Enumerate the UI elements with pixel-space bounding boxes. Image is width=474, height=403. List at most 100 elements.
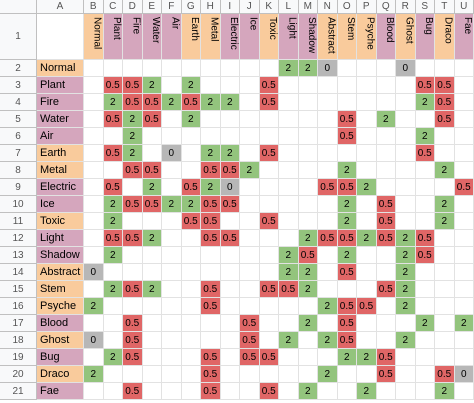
empty-cell[interactable]: [123, 264, 143, 281]
value-cell[interactable]: 0: [454, 366, 474, 383]
empty-cell[interactable]: [220, 247, 240, 264]
value-cell[interactable]: 2: [357, 179, 377, 196]
value-cell[interactable]: 0.5: [142, 162, 162, 179]
column-letter[interactable]: S: [415, 0, 435, 14]
row-header[interactable]: Plant: [37, 77, 84, 94]
empty-cell[interactable]: [376, 179, 396, 196]
value-cell[interactable]: 2: [337, 213, 357, 230]
empty-cell[interactable]: [279, 179, 299, 196]
value-cell[interactable]: 0.5: [201, 366, 221, 383]
column-header[interactable]: Shadow: [298, 14, 318, 60]
empty-cell[interactable]: [415, 264, 435, 281]
value-cell[interactable]: 2: [357, 349, 377, 366]
empty-cell[interactable]: [162, 162, 182, 179]
empty-cell[interactable]: [298, 145, 318, 162]
value-cell[interactable]: 2: [181, 111, 201, 128]
empty-cell[interactable]: [84, 349, 104, 366]
empty-cell[interactable]: [259, 315, 279, 332]
empty-cell[interactable]: [376, 383, 396, 400]
value-cell[interactable]: 0: [84, 264, 104, 281]
empty-cell[interactable]: [396, 145, 416, 162]
column-header[interactable]: Toxic: [259, 14, 279, 60]
value-cell[interactable]: 0.5: [435, 77, 455, 94]
empty-cell[interactable]: [454, 230, 474, 247]
row-number[interactable]: 10: [0, 196, 37, 213]
empty-cell[interactable]: [240, 230, 260, 247]
row-header[interactable]: Shadow: [37, 247, 84, 264]
empty-cell[interactable]: [298, 196, 318, 213]
empty-cell[interactable]: [103, 264, 123, 281]
column-letter[interactable]: Q: [376, 0, 396, 14]
value-cell[interactable]: 0.5: [123, 349, 143, 366]
value-cell[interactable]: 2: [396, 298, 416, 315]
row-number[interactable]: 6: [0, 128, 37, 145]
value-cell[interactable]: 2: [298, 315, 318, 332]
empty-cell[interactable]: [357, 264, 377, 281]
value-cell[interactable]: 0.5: [435, 111, 455, 128]
empty-cell[interactable]: [318, 94, 338, 111]
empty-cell[interactable]: [84, 111, 104, 128]
empty-cell[interactable]: [162, 383, 182, 400]
column-header[interactable]: Ghost: [396, 14, 416, 60]
empty-cell[interactable]: [259, 179, 279, 196]
empty-cell[interactable]: [337, 281, 357, 298]
empty-cell[interactable]: [103, 383, 123, 400]
empty-cell[interactable]: [318, 162, 338, 179]
value-cell[interactable]: 2: [396, 247, 416, 264]
value-cell[interactable]: 2: [298, 281, 318, 298]
empty-cell[interactable]: [357, 128, 377, 145]
empty-cell[interactable]: [298, 111, 318, 128]
value-cell[interactable]: 0.5: [142, 111, 162, 128]
empty-cell[interactable]: [435, 60, 455, 77]
empty-cell[interactable]: [103, 162, 123, 179]
row-header[interactable]: Psyche: [37, 298, 84, 315]
empty-cell[interactable]: [220, 281, 240, 298]
column-letter[interactable]: L: [279, 0, 299, 14]
empty-cell[interactable]: [279, 213, 299, 230]
empty-cell[interactable]: [103, 60, 123, 77]
value-cell[interactable]: 2: [123, 145, 143, 162]
empty-cell[interactable]: [279, 77, 299, 94]
empty-cell[interactable]: [181, 298, 201, 315]
value-cell[interactable]: 2: [181, 196, 201, 213]
value-cell[interactable]: 0.5: [337, 298, 357, 315]
empty-cell[interactable]: [123, 298, 143, 315]
empty-cell[interactable]: [142, 366, 162, 383]
empty-cell[interactable]: [454, 383, 474, 400]
empty-cell[interactable]: [454, 111, 474, 128]
value-cell[interactable]: 2: [201, 94, 221, 111]
empty-cell[interactable]: [376, 315, 396, 332]
row-number[interactable]: 12: [0, 230, 37, 247]
empty-cell[interactable]: [240, 94, 260, 111]
value-cell[interactable]: 2: [103, 349, 123, 366]
value-cell[interactable]: 2: [415, 128, 435, 145]
value-cell[interactable]: 0.5: [415, 230, 435, 247]
empty-cell[interactable]: [84, 230, 104, 247]
empty-cell[interactable]: [84, 213, 104, 230]
empty-cell[interactable]: [123, 60, 143, 77]
empty-cell[interactable]: [415, 111, 435, 128]
empty-cell[interactable]: [162, 213, 182, 230]
empty-cell[interactable]: [357, 196, 377, 213]
value-cell[interactable]: 0.5: [201, 298, 221, 315]
empty-cell[interactable]: [201, 128, 221, 145]
value-cell[interactable]: 0.5: [337, 230, 357, 247]
empty-cell[interactable]: [357, 162, 377, 179]
empty-cell[interactable]: [84, 196, 104, 213]
empty-cell[interactable]: [84, 315, 104, 332]
column-header[interactable]: Draco: [435, 14, 455, 60]
value-cell[interactable]: 0.5: [123, 315, 143, 332]
empty-cell[interactable]: [84, 128, 104, 145]
empty-cell[interactable]: [162, 315, 182, 332]
value-cell[interactable]: 2: [162, 196, 182, 213]
row-header[interactable]: Ghost: [37, 332, 84, 349]
empty-cell[interactable]: [415, 179, 435, 196]
value-cell[interactable]: 2: [142, 230, 162, 247]
row-number[interactable]: 9: [0, 179, 37, 196]
column-header[interactable]: Bug: [415, 14, 435, 60]
value-cell[interactable]: 0.5: [357, 298, 377, 315]
column-letter[interactable]: H: [201, 0, 221, 14]
empty-cell[interactable]: [162, 230, 182, 247]
column-letter[interactable]: F: [162, 0, 182, 14]
value-cell[interactable]: 2: [415, 315, 435, 332]
